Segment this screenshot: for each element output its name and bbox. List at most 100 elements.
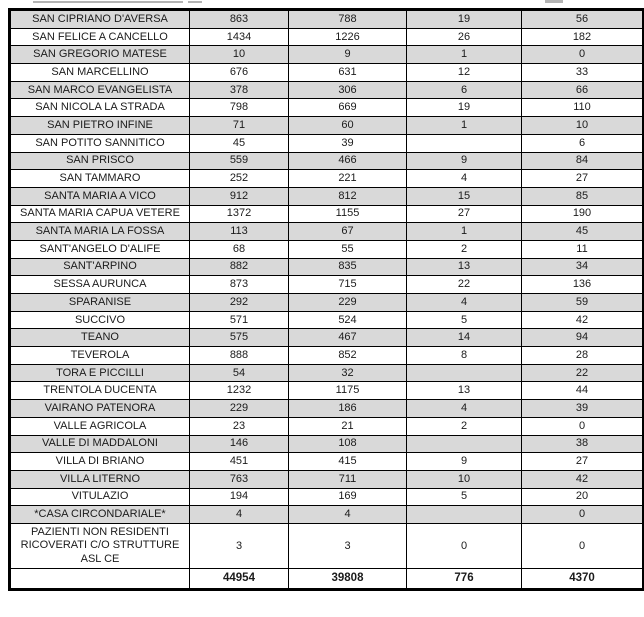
table-row: SAN MARCO EVANGELISTA 378 306 6 66 [9,80,644,100]
value-cell: 94 [521,328,644,348]
value-cell: 194 [189,487,289,507]
value-cell: 56 [521,9,644,29]
value-cell: 9 [288,45,407,65]
totals-empty-cell [9,568,190,591]
value-cell: 84 [521,151,644,171]
table-row: VILLA DI BRIANO 451 415 9 27 [9,452,644,471]
value-cell: 852 [288,346,407,365]
value-cell: 0 [521,505,644,524]
table-row: PAZIENTI NON RESIDENTI RICOVERATI C/O ST… [9,522,644,570]
value-cell: 306 [288,80,407,100]
value-cell: 798 [189,98,289,118]
table-row: TEANO 575 467 14 94 [9,328,644,348]
value-cell: 19 [406,9,522,29]
value-cell: 1232 [189,381,289,401]
value-cell: 1 [406,45,522,65]
value-cell: 33 [521,63,644,82]
value-cell: 835 [288,257,407,277]
value-cell: 5 [406,487,522,507]
municipality-name-cell: VALLE DI MADDALONI [9,434,190,454]
value-cell: 67 [288,222,407,241]
table-row: TEVEROLA 888 852 8 28 [9,346,644,365]
value-cell: 559 [189,151,289,171]
municipality-name-cell: SANTA MARIA A VICO [9,186,190,206]
table-row: *CASA CIRCONDARIALE* 4 4 0 [9,505,644,524]
value-cell: 22 [521,363,644,383]
value-cell: 4 [406,399,522,418]
value-cell: 68 [189,239,289,259]
municipality-name-cell: SPARANISE [9,293,190,312]
value-cell: 146 [189,434,289,454]
value-cell: 12 [406,63,522,82]
value-cell: 888 [189,346,289,365]
value-cell: 0 [406,522,522,570]
municipality-name-cell: VALLE AGRICOLA [9,416,190,436]
value-cell: 812 [288,186,407,206]
value-cell: 415 [288,452,407,471]
value-cell: 27 [521,169,644,188]
value-cell: 55 [288,239,407,259]
value-cell: 1372 [189,204,289,224]
table-row: TORA E PICCILLI 54 32 22 [9,363,644,383]
value-cell: 9 [406,452,522,471]
value-cell: 182 [521,27,644,47]
table-row: SAN PRISCO 559 466 9 84 [9,151,644,171]
value-cell: 10 [189,45,289,65]
municipality-name-cell: VILLA LITERNO [9,469,190,489]
municipality-name-cell: SAN MARCELLINO [9,63,190,82]
value-cell: 252 [189,169,289,188]
table-row: VITULAZIO 194 169 5 20 [9,487,644,507]
municipality-name-cell: VAIRANO PATENORA [9,399,190,418]
table-row: SANT'ARPINO 882 835 13 34 [9,257,644,277]
value-cell: 38 [521,434,644,454]
table-row: SAN PIETRO INFINE 71 60 1 10 [9,116,644,135]
value-cell: 13 [406,257,522,277]
municipality-name-cell: SAN PIETRO INFINE [9,116,190,135]
value-cell: 676 [189,63,289,82]
value-cell: 466 [288,151,407,171]
value-cell: 631 [288,63,407,82]
value-cell: 15 [406,186,522,206]
value-cell: 9 [406,151,522,171]
value-cell: 571 [189,310,289,330]
value-cell: 4 [406,169,522,188]
table-row: SAN MARCELLINO 676 631 12 33 [9,63,644,82]
municipality-name-cell: VILLA DI BRIANO [9,452,190,471]
value-cell: 1 [406,116,522,135]
value-cell: 45 [189,133,289,153]
value-cell: 28 [521,346,644,365]
table-row: VILLA LITERNO 763 711 10 42 [9,469,644,489]
value-cell: 136 [521,275,644,294]
value-cell: 8 [406,346,522,365]
value-cell [406,505,522,524]
value-cell: 2 [406,239,522,259]
value-cell: 467 [288,328,407,348]
value-cell: 23 [189,416,289,436]
table-row: SAN CIPRIANO D'AVERSA 863 788 19 56 [9,9,644,29]
value-cell: 1175 [288,381,407,401]
value-cell: 108 [288,434,407,454]
value-cell: 10 [406,469,522,489]
value-cell: 42 [521,310,644,330]
clipped-previous-row-remnant [33,1,183,3]
table-row: SAN FELICE A CANCELLO 1434 1226 26 182 [9,27,644,47]
value-cell [406,363,522,383]
table-row: SAN NICOLA LA STRADA 798 669 19 110 [9,98,644,118]
value-cell: 34 [521,257,644,277]
value-cell: 45 [521,222,644,241]
value-cell: 11 [521,239,644,259]
value-cell: 0 [521,45,644,65]
municipality-name-cell: SESSA AURUNCA [9,275,190,294]
totals-row: 44954 39808 776 4370 [9,568,644,591]
value-cell: 1 [406,222,522,241]
municipality-name-cell: VITULAZIO [9,487,190,507]
municipality-name-cell: TRENTOLA DUCENTA [9,381,190,401]
value-cell: 0 [521,416,644,436]
value-cell: 229 [288,293,407,312]
value-cell: 85 [521,186,644,206]
value-cell: 6 [406,80,522,100]
value-cell: 6 [521,133,644,153]
value-cell: 912 [189,186,289,206]
municipality-name-cell: SAN FELICE A CANCELLO [9,27,190,47]
municipality-name-cell: SANT'ANGELO D'ALIFE [9,239,190,259]
